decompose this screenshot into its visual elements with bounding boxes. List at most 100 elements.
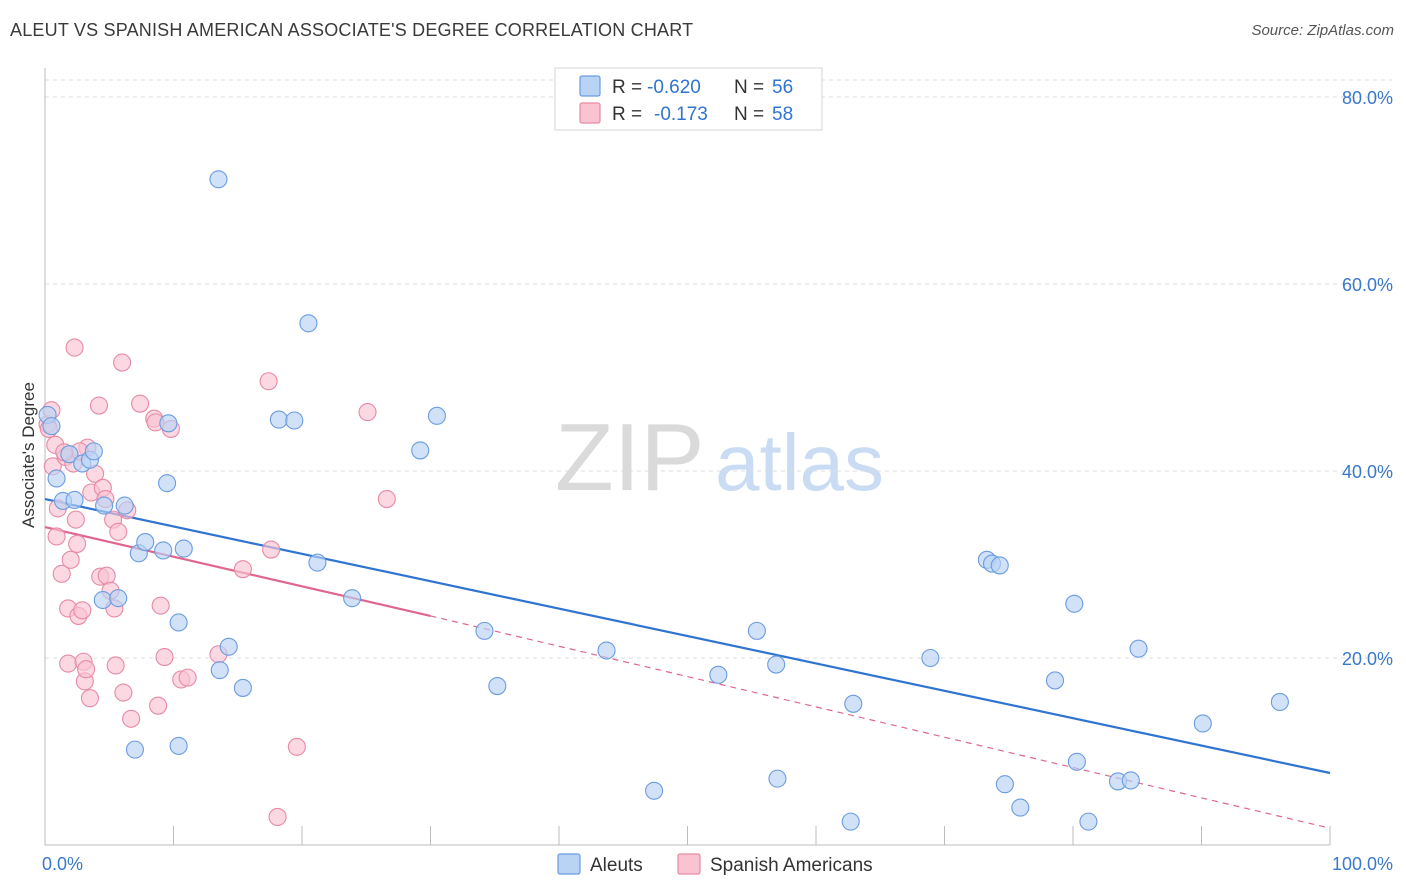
legend-n-value-aleut: 56 [772, 77, 793, 98]
aleut-trend-line [44, 497, 1331, 775]
aleut-point [93, 590, 112, 610]
legend-r-value-spanish: -0.173 [654, 104, 708, 125]
aleut-point [169, 613, 188, 632]
aleut-point [65, 490, 84, 510]
spanish-point [178, 668, 197, 687]
aleut-point [42, 417, 61, 436]
aleut-point [488, 676, 507, 696]
aleut-point [1079, 812, 1098, 831]
aleut-point [768, 769, 787, 788]
watermark-zip: ZIP [555, 404, 704, 511]
y-tick-label: 60.0% [1342, 275, 1393, 295]
spanish-point [113, 353, 132, 372]
aleut-point [921, 648, 940, 668]
spanish-point [155, 648, 174, 667]
aleut-point [597, 641, 616, 660]
aleut-point [60, 445, 79, 464]
y-tick-label: 80.0% [1342, 88, 1393, 108]
aleut-point [1121, 771, 1140, 790]
legend-swatch-spanish [579, 102, 601, 124]
aleut-point [767, 655, 786, 674]
spanish-point [268, 807, 287, 827]
spanish-point [80, 689, 100, 708]
aleut-point [174, 539, 193, 558]
aleut-point [269, 410, 288, 429]
y-axis-title: Associate's Degree [19, 382, 38, 528]
spanish-point [97, 566, 116, 585]
aleut-point [154, 541, 173, 560]
spanish-point [151, 596, 170, 615]
aleut-point [47, 469, 66, 488]
spanish-point [61, 550, 80, 569]
legend-r-label-aleut: R = [612, 77, 642, 98]
aleut-point [1129, 639, 1148, 658]
legend-n-value-spanish: 58 [772, 104, 793, 125]
spanish-point [114, 683, 133, 702]
aleut-point [411, 441, 430, 460]
legend-r-label-spanish: R = [612, 104, 642, 125]
aleut-point [990, 556, 1009, 575]
series-legend: Aleuts Spanish Americans [557, 853, 873, 876]
aleut-point [209, 170, 228, 189]
aleut-point [427, 406, 446, 425]
aleut-point [136, 533, 155, 552]
bottom-legend-swatch-spanish [677, 853, 701, 875]
aleut-point [308, 553, 327, 572]
aleut-point [844, 694, 863, 713]
aleut-point [210, 661, 229, 680]
aleut-point [159, 414, 178, 433]
spanish-point [77, 660, 96, 679]
spanish-point [52, 564, 71, 583]
aleut-point [1065, 594, 1084, 613]
spanish-trend-extension [430, 615, 1331, 829]
legend-swatch-aleut [579, 75, 601, 97]
aleut-point [158, 474, 177, 493]
data-points [38, 170, 1289, 831]
spanish-point [233, 560, 252, 579]
aleut-point [169, 736, 188, 755]
spanish-point [89, 396, 109, 415]
aleut-point [115, 496, 134, 515]
aleut-point [1270, 692, 1289, 711]
chart-title: ALEUT VS SPANISH AMERICAN ASSOCIATE'S DE… [10, 20, 694, 40]
spanish-point [65, 338, 84, 357]
aleut-point [1193, 714, 1212, 733]
x-tick-label: 100.0% [1332, 854, 1393, 874]
spanish-point [122, 709, 141, 728]
correlation-legend: R = -0.620 N = 56 R = -0.173 N = 58 [554, 67, 823, 131]
spanish-point [358, 403, 377, 422]
aleut-point [84, 442, 103, 461]
aleut-point [747, 621, 766, 640]
axes [44, 68, 1331, 846]
aleut-point [125, 740, 144, 759]
aleut-point [219, 637, 238, 656]
aleut-point [299, 314, 318, 333]
source-label: Source: ZipAtlas.com [1251, 22, 1394, 39]
spanish-point [377, 489, 396, 509]
tick-labels: 20.0% 40.0% 60.0% 80.0% 0.0% 100.0% [42, 88, 1393, 874]
spanish-point [47, 527, 66, 546]
aleut-point [1011, 798, 1030, 817]
spanish-point [68, 534, 87, 553]
aleut-point [233, 678, 252, 697]
spanish-point [106, 656, 125, 675]
spanish-point [287, 737, 306, 756]
bottom-legend-swatch-aleut [557, 853, 581, 875]
legend-r-value-aleut: -0.620 [647, 77, 701, 98]
legend-n-label-aleut: N = [734, 77, 764, 98]
x-tick-label: 0.0% [42, 854, 83, 874]
aleut-point [995, 775, 1014, 794]
bottom-legend-label-spanish: Spanish Americans [710, 855, 873, 876]
aleut-point [343, 589, 362, 608]
spanish-point [66, 510, 85, 529]
aleut-point [109, 589, 128, 608]
aleut-point [1045, 671, 1065, 690]
aleut-point [709, 665, 728, 684]
spanish-point [131, 394, 150, 413]
aleut-point [645, 781, 664, 800]
aleut-point [95, 496, 114, 515]
spanish-point [59, 654, 78, 673]
spanish-point [149, 696, 168, 715]
y-tick-label: 20.0% [1342, 649, 1393, 669]
